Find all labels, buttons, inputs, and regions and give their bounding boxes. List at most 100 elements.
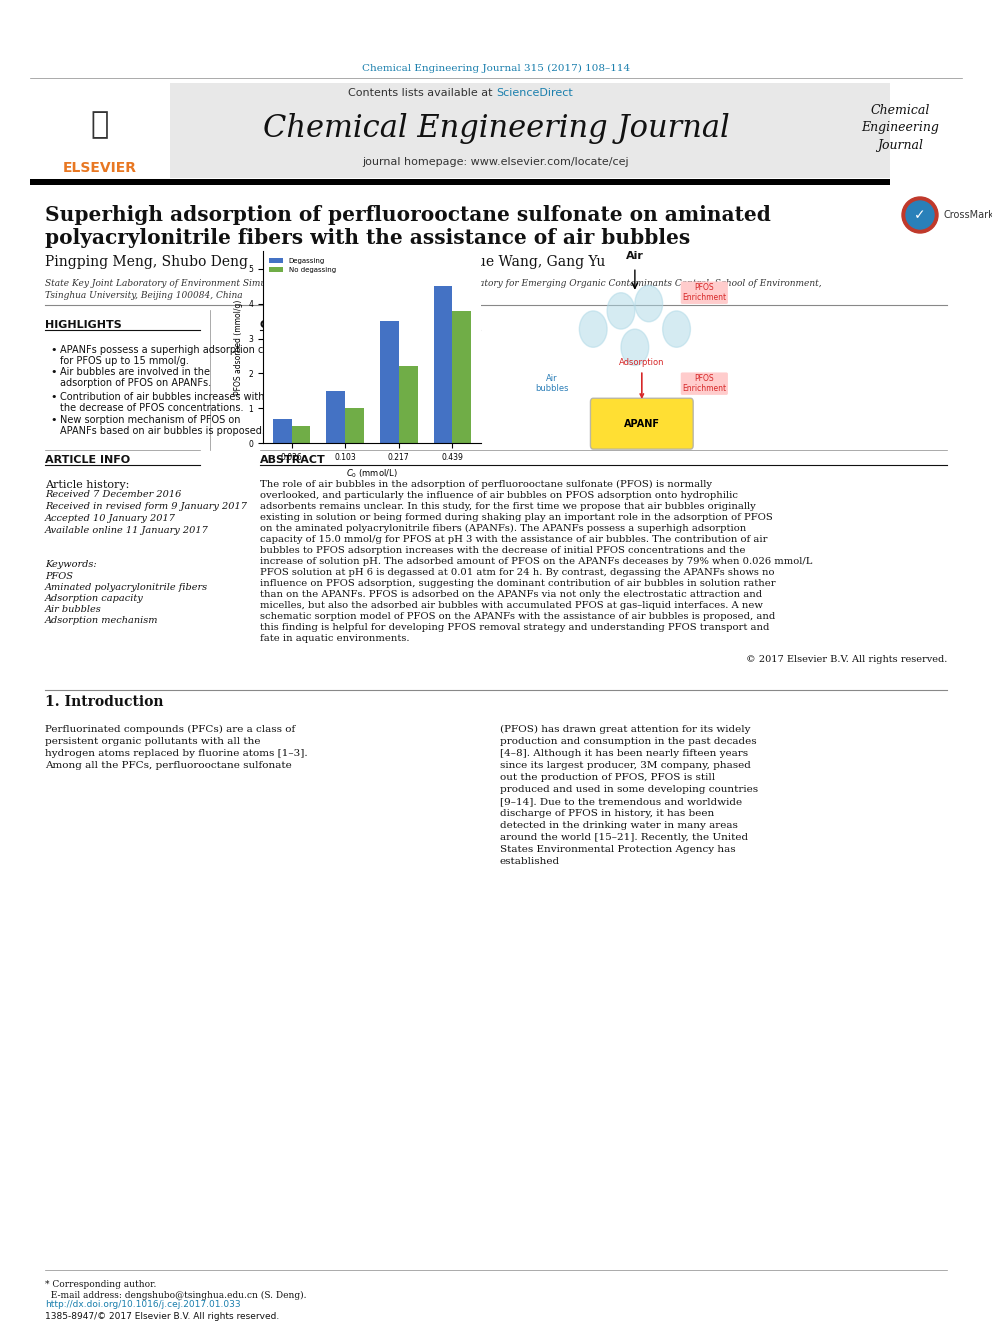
Text: Among all the PFCs, perfluorooctane sulfonate: Among all the PFCs, perfluorooctane sulf… <box>45 761 292 770</box>
Text: Aminated polyacrylonitrile fibers: Aminated polyacrylonitrile fibers <box>45 583 208 591</box>
Text: Received in revised form 9 January 2017: Received in revised form 9 January 2017 <box>45 501 247 511</box>
Text: 🌳: 🌳 <box>91 111 109 139</box>
Circle shape <box>635 286 663 321</box>
Text: this finding is helpful for developing PFOS removal strategy and understanding P: this finding is helpful for developing P… <box>260 623 770 632</box>
Text: persistent organic pollutants with all the: persistent organic pollutants with all t… <box>45 737 261 746</box>
Text: The role of air bubbles in the adsorption of perfluorooctane sulfonate (PFOS) is: The role of air bubbles in the adsorptio… <box>260 480 712 490</box>
Text: Air: Air <box>626 251 644 262</box>
Text: overlooked, and particularly the influence of air bubbles on PFOS adsorption ont: overlooked, and particularly the influen… <box>260 491 738 500</box>
Bar <box>434 286 452 443</box>
Bar <box>380 321 399 443</box>
Text: around the world [15–21]. Recently, the United: around the world [15–21]. Recently, the … <box>500 833 748 841</box>
Text: journal homepage: www.elsevier.com/locate/cej: journal homepage: www.elsevier.com/locat… <box>363 157 629 167</box>
Text: APANFs possess a superhigh adsorption capacity: APANFs possess a superhigh adsorption ca… <box>60 345 300 355</box>
Text: schematic sorption model of PFOS on the APANFs with the assistance of air bubble: schematic sorption model of PFOS on the … <box>260 613 776 620</box>
Text: micelles, but also the adsorbed air bubbles with accumulated PFOS at gas–liquid : micelles, but also the adsorbed air bubb… <box>260 601 763 610</box>
Text: Air bubbles are involved in the: Air bubbles are involved in the <box>60 366 210 377</box>
Text: •: • <box>50 345 57 355</box>
Text: [9–14]. Due to the tremendous and worldwide: [9–14]. Due to the tremendous and worldw… <box>500 796 742 806</box>
FancyBboxPatch shape <box>30 83 170 179</box>
Text: *: * <box>275 251 280 262</box>
Text: PFOS solution at pH 6 is degassed at 0.01 atm for 24 h. By contrast, degassing t: PFOS solution at pH 6 is degassed at 0.0… <box>260 568 775 577</box>
Text: Tsinghua University, Beijing 100084, China: Tsinghua University, Beijing 100084, Chi… <box>45 291 243 299</box>
Legend: Degassing, No degassing: Degassing, No degassing <box>267 255 338 277</box>
Text: APANFs based on air bubbles is proposed.: APANFs based on air bubbles is proposed. <box>60 426 265 437</box>
Text: Adsorption mechanism: Adsorption mechanism <box>45 617 159 624</box>
Circle shape <box>579 311 607 347</box>
Text: © 2017 Elsevier B.V. All rights reserved.: © 2017 Elsevier B.V. All rights reserved… <box>746 655 947 664</box>
Text: Contents lists available at: Contents lists available at <box>348 89 496 98</box>
Text: established: established <box>500 857 560 867</box>
Text: PFOS
Enrichment: PFOS Enrichment <box>682 374 726 393</box>
Text: Pingping Meng, Shubo Deng: Pingping Meng, Shubo Deng <box>45 255 252 269</box>
Circle shape <box>906 201 934 229</box>
Text: for PFOS up to 15 mmol/g.: for PFOS up to 15 mmol/g. <box>60 356 188 366</box>
Text: ELSEVIER: ELSEVIER <box>63 161 137 175</box>
Text: the decrease of PFOS concentrations.: the decrease of PFOS concentrations. <box>60 404 243 413</box>
Text: than on the APANFs. PFOS is adsorbed on the APANFs via not only the electrostati: than on the APANFs. PFOS is adsorbed on … <box>260 590 762 599</box>
Text: discharge of PFOS in history, it has been: discharge of PFOS in history, it has bee… <box>500 808 714 818</box>
Text: produced and used in some developing countries: produced and used in some developing cou… <box>500 785 758 794</box>
Text: fate in aquatic environments.: fate in aquatic environments. <box>260 634 410 643</box>
Text: ARTICLE INFO: ARTICLE INFO <box>45 455 130 464</box>
Bar <box>345 409 364 443</box>
Text: PFOS
Enrichment: PFOS Enrichment <box>682 283 726 303</box>
Text: •: • <box>50 366 57 377</box>
Text: Chemical
Engineering
Journal: Chemical Engineering Journal <box>861 105 939 152</box>
Bar <box>30 179 890 185</box>
Text: Received 7 December 2016: Received 7 December 2016 <box>45 490 182 499</box>
Circle shape <box>607 292 635 329</box>
Text: adsorption of PFOS on APANFs.: adsorption of PFOS on APANFs. <box>60 378 211 388</box>
Text: ✓: ✓ <box>915 208 926 222</box>
Text: Perfluorinated compounds (PFCs) are a class of: Perfluorinated compounds (PFCs) are a cl… <box>45 725 296 734</box>
Bar <box>452 311 471 443</box>
Bar <box>273 419 292 443</box>
Text: adsorbents remains unclear. In this study, for the first time we propose that ai: adsorbents remains unclear. In this stud… <box>260 501 756 511</box>
Text: APANF: APANF <box>624 418 660 429</box>
Text: Keywords:: Keywords: <box>45 560 96 569</box>
Text: detected in the drinking water in many areas: detected in the drinking water in many a… <box>500 822 738 830</box>
Text: State Key Joint Laboratory of Environment Simulation and Pollution Control, Beij: State Key Joint Laboratory of Environmen… <box>45 279 821 287</box>
Text: HIGHLIGHTS: HIGHLIGHTS <box>45 320 122 329</box>
Bar <box>292 426 310 443</box>
Text: http://dx.doi.org/10.1016/j.cej.2017.01.033: http://dx.doi.org/10.1016/j.cej.2017.01.… <box>45 1301 241 1308</box>
Text: Available online 11 January 2017: Available online 11 January 2017 <box>45 527 209 534</box>
Text: PFOS: PFOS <box>45 572 72 581</box>
Text: Contribution of air bubbles increases with: Contribution of air bubbles increases wi… <box>60 392 265 402</box>
Text: on the aminated polyacrylonitrile fibers (APANFs). The APANFs possess a superhig: on the aminated polyacrylonitrile fibers… <box>260 524 746 533</box>
Text: influence on PFOS adsorption, suggesting the dominant contribution of air bubble: influence on PFOS adsorption, suggesting… <box>260 579 776 587</box>
Text: 1. Introduction: 1. Introduction <box>45 695 164 709</box>
Text: since its largest producer, 3M company, phased: since its largest producer, 3M company, … <box>500 761 751 770</box>
Bar <box>326 390 345 443</box>
Text: •: • <box>50 392 57 402</box>
Text: Chemical Engineering Journal 315 (2017) 108–114: Chemical Engineering Journal 315 (2017) … <box>362 64 630 73</box>
Text: 1385-8947/© 2017 Elsevier B.V. All rights reserved.: 1385-8947/© 2017 Elsevier B.V. All right… <box>45 1312 280 1320</box>
Text: bubbles to PFOS adsorption increases with the decrease of initial PFOS concentra: bubbles to PFOS adsorption increases wit… <box>260 546 746 556</box>
Text: hydrogen atoms replaced by fluorine atoms [1–3].: hydrogen atoms replaced by fluorine atom… <box>45 749 308 758</box>
Text: [4–8]. Although it has been nearly fifteen years: [4–8]. Although it has been nearly fifte… <box>500 749 748 758</box>
Text: Chemical Engineering Journal: Chemical Engineering Journal <box>263 112 729 143</box>
Text: increase of solution pH. The adsorbed amount of PFOS on the APANFs deceases by 7: increase of solution pH. The adsorbed am… <box>260 557 812 566</box>
Circle shape <box>621 329 649 365</box>
Text: Adsorption: Adsorption <box>619 359 665 397</box>
Text: New sorption mechanism of PFOS on: New sorption mechanism of PFOS on <box>60 415 240 425</box>
Text: polyacrylonitrile fibers with the assistance of air bubbles: polyacrylonitrile fibers with the assist… <box>45 228 690 247</box>
Text: Air bubbles: Air bubbles <box>45 605 102 614</box>
Bar <box>399 366 418 443</box>
Text: out the production of PFOS, PFOS is still: out the production of PFOS, PFOS is stil… <box>500 773 715 782</box>
Text: *, Bin Wang, Jun Huang, Yujue Wang, Gang Yu: *, Bin Wang, Jun Huang, Yujue Wang, Gang… <box>280 255 605 269</box>
FancyBboxPatch shape <box>30 83 890 179</box>
Text: CrossMark: CrossMark <box>943 210 992 220</box>
Text: ABSTRACT: ABSTRACT <box>260 455 325 464</box>
Circle shape <box>663 311 690 347</box>
Text: ScienceDirect: ScienceDirect <box>496 89 572 98</box>
Text: States Environmental Protection Agency has: States Environmental Protection Agency h… <box>500 845 736 855</box>
X-axis label: $C_0$ (mmol/L): $C_0$ (mmol/L) <box>346 467 398 480</box>
Text: Article history:: Article history: <box>45 480 129 490</box>
Circle shape <box>902 197 938 233</box>
Text: Adsorption capacity: Adsorption capacity <box>45 594 144 603</box>
Text: GRAPHICAL ABSTRACT: GRAPHICAL ABSTRACT <box>260 320 401 329</box>
Text: existing in solution or being formed during shaking play an important role in th: existing in solution or being formed dur… <box>260 513 773 523</box>
Text: Accepted 10 January 2017: Accepted 10 January 2017 <box>45 515 176 523</box>
Text: * Corresponding author.
  E-mail address: dengshubo@tsinghua.edu.cn (S. Deng).: * Corresponding author. E-mail address: … <box>45 1279 307 1299</box>
